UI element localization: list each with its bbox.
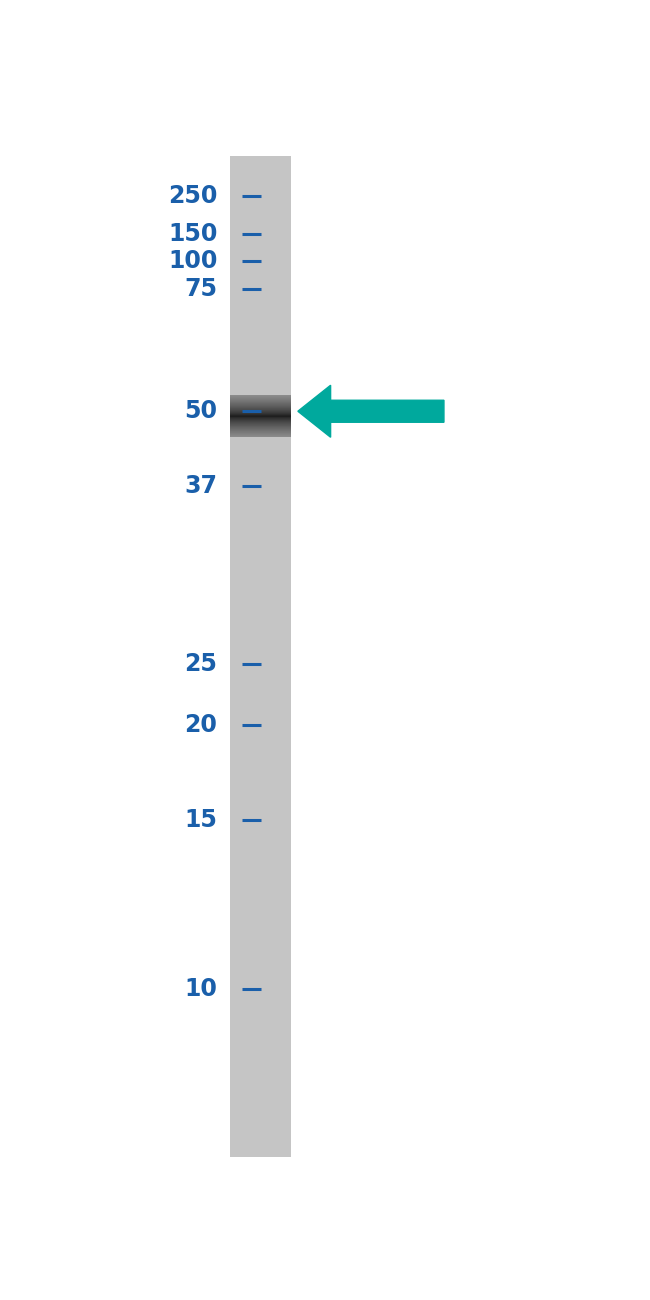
Text: 37: 37 xyxy=(184,474,217,498)
Text: 10: 10 xyxy=(185,976,217,1001)
FancyArrow shape xyxy=(298,385,444,437)
Text: 75: 75 xyxy=(184,277,217,302)
Text: 25: 25 xyxy=(185,651,217,676)
Text: 20: 20 xyxy=(185,712,217,737)
Text: 100: 100 xyxy=(168,250,217,273)
Text: 50: 50 xyxy=(184,399,217,424)
Text: 15: 15 xyxy=(185,807,217,832)
Text: 250: 250 xyxy=(168,185,217,208)
Text: 150: 150 xyxy=(168,222,217,246)
